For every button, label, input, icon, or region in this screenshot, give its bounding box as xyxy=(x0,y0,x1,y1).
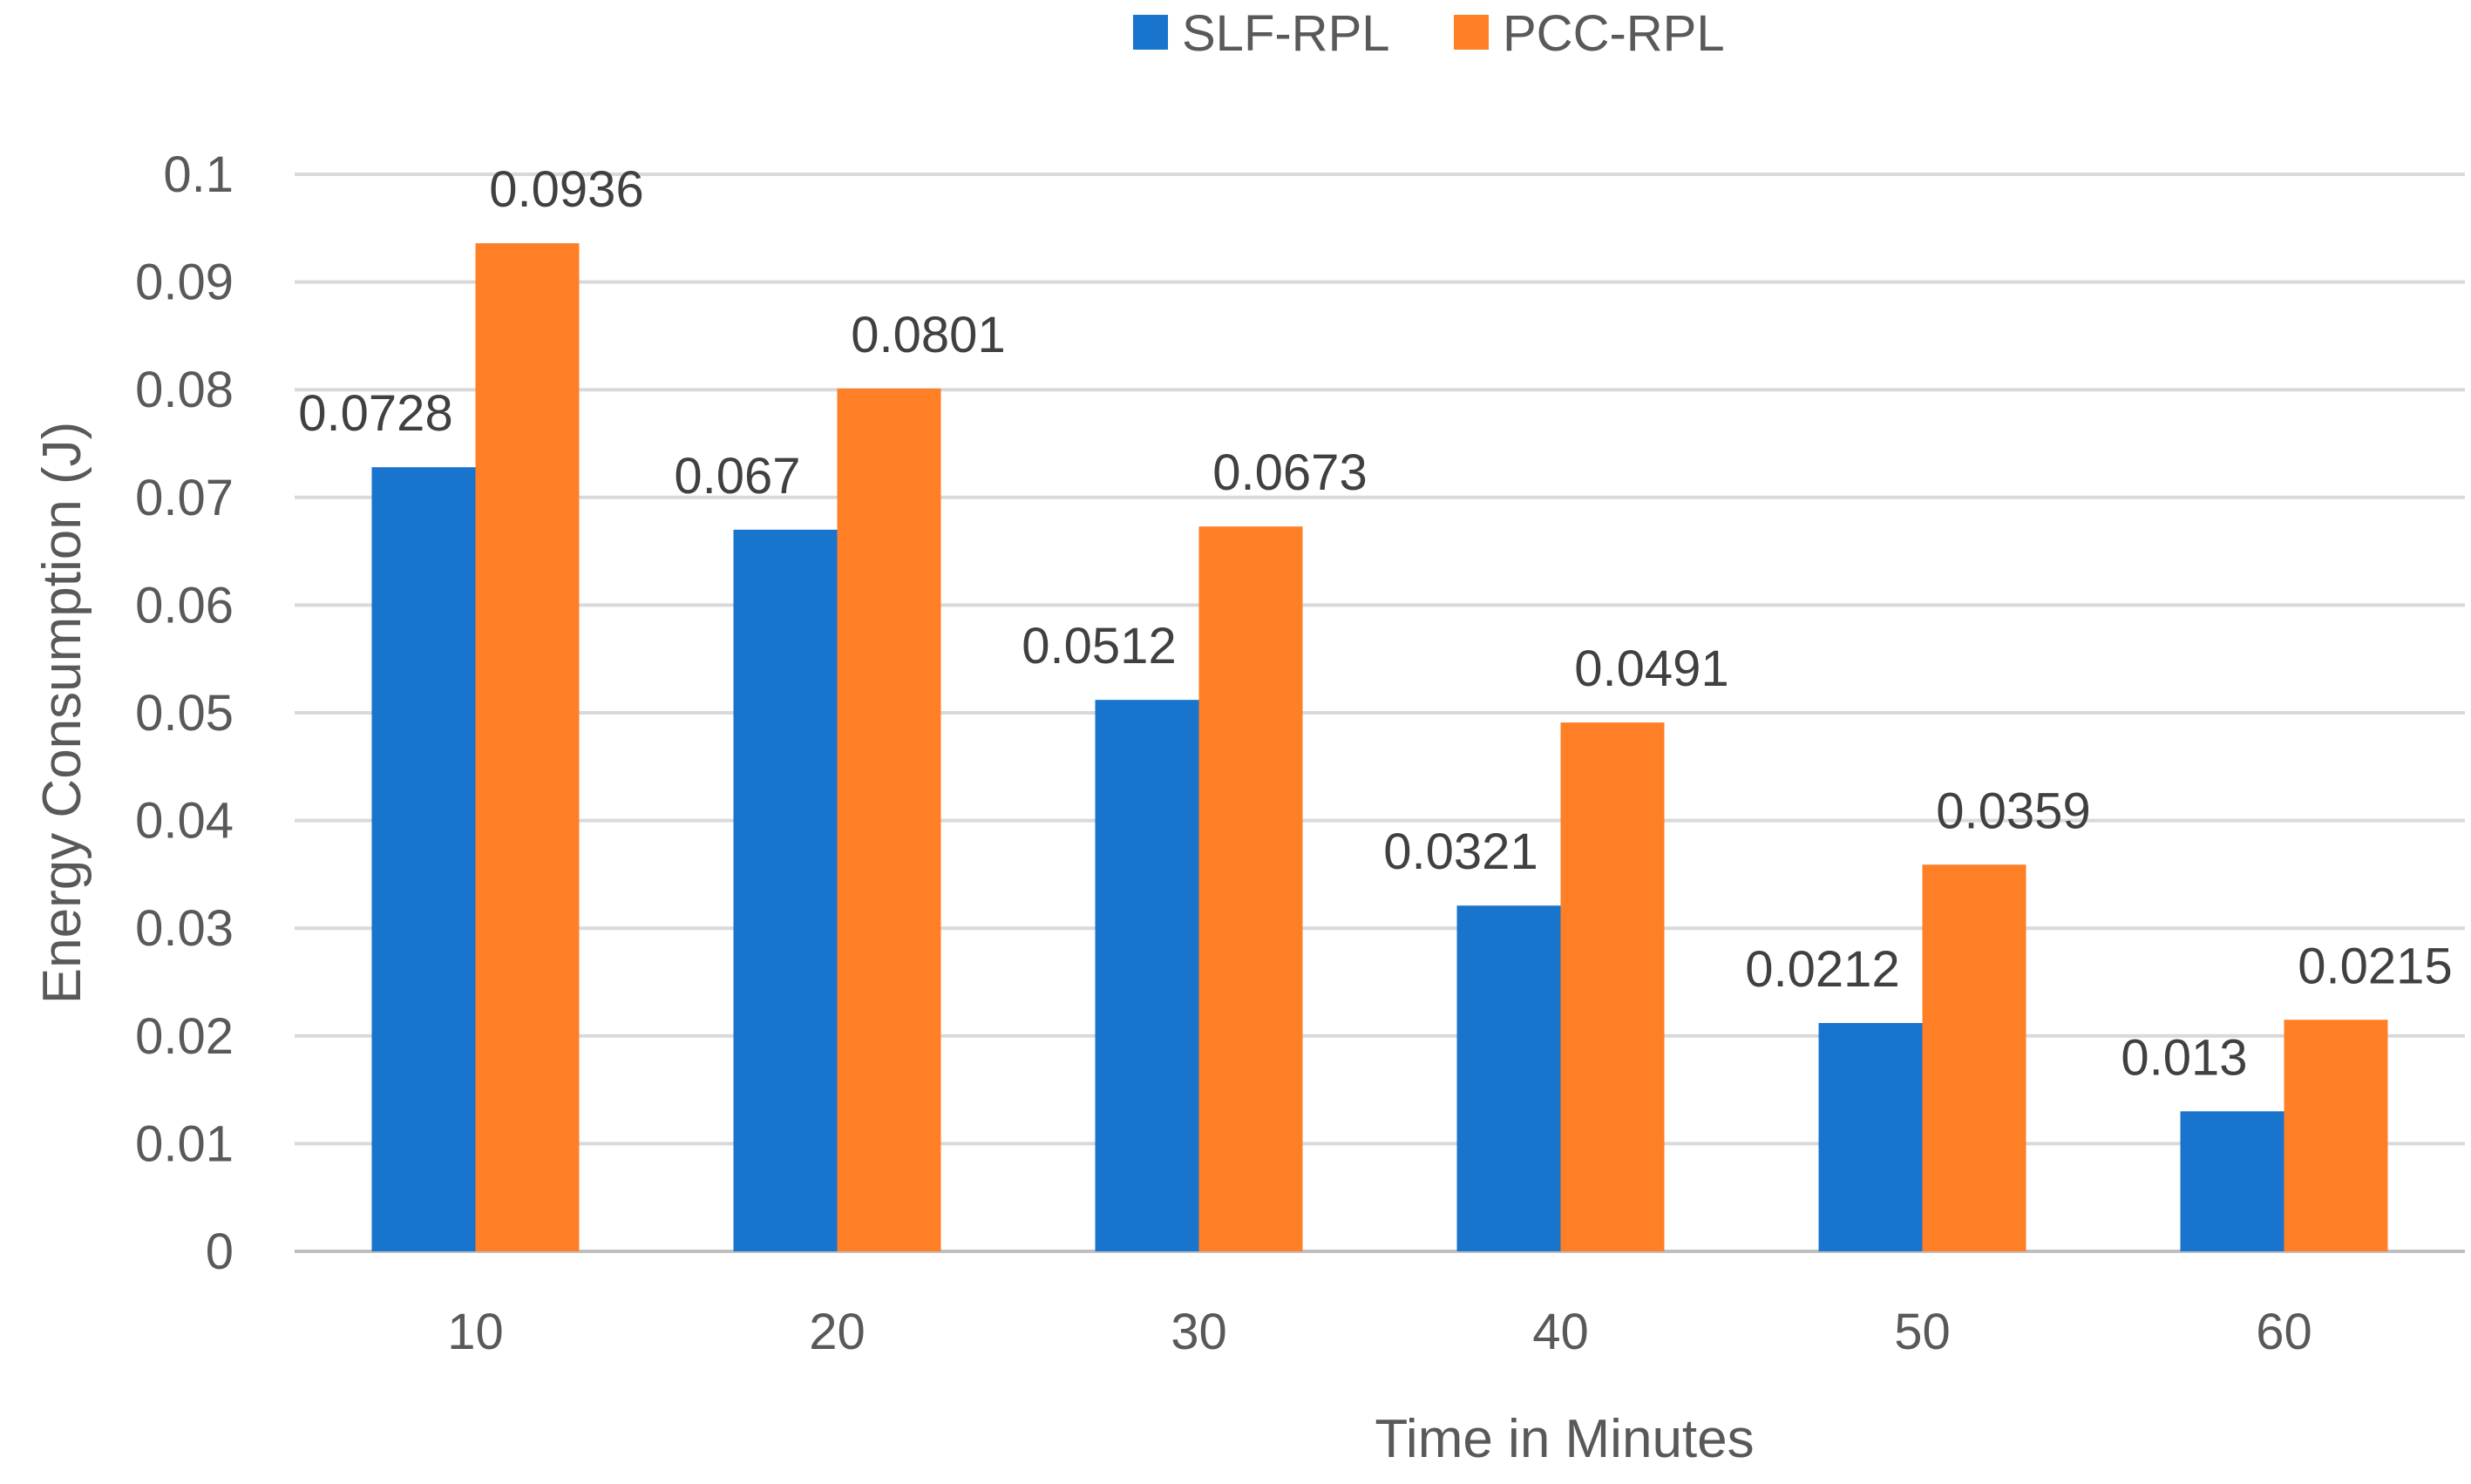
data-label-pcc-rpl-20: 0.0801 xyxy=(851,307,1005,363)
legend-label-pcc-rpl: PCC-RPL xyxy=(1503,5,1725,62)
y-tick-label: 0.01 xyxy=(135,1115,234,1172)
bar-slf-rpl-20 xyxy=(733,529,838,1251)
legend: SLF-RPL PCC-RPL xyxy=(1133,5,1725,62)
data-label-pcc-rpl-40: 0.0491 xyxy=(1574,640,1728,697)
x-tick-label: 10 xyxy=(447,1304,504,1360)
data-label-slf-rpl-60: 0.013 xyxy=(2121,1029,2247,1086)
data-label-pcc-rpl-60: 0.0215 xyxy=(2298,938,2452,994)
y-tick-label: 0.05 xyxy=(135,685,234,742)
data-label-slf-rpl-50: 0.0212 xyxy=(1745,941,1899,998)
legend-label-slf-rpl: SLF-RPL xyxy=(1182,5,1390,62)
bar-pcc-rpl-20 xyxy=(837,388,941,1251)
data-label-slf-rpl-10: 0.0728 xyxy=(298,385,452,442)
y-tick-label: 0.04 xyxy=(135,793,234,850)
data-label-slf-rpl-20: 0.067 xyxy=(674,448,800,505)
x-tick-label: 40 xyxy=(1532,1304,1589,1360)
bar-pcc-rpl-40 xyxy=(1560,722,1665,1251)
gridlines xyxy=(295,173,2465,1253)
y-tick-label: 0 xyxy=(206,1223,234,1280)
bar-pcc-rpl-10 xyxy=(475,243,580,1251)
bar-slf-rpl-40 xyxy=(1456,905,1561,1251)
y-tick-label: 0.07 xyxy=(135,470,234,526)
y-tick-label: 0.03 xyxy=(135,900,234,957)
bar-pcc-rpl-50 xyxy=(1922,864,2026,1251)
y-tick-label: 0.02 xyxy=(135,1008,234,1065)
x-axis-title: Time in Minutes xyxy=(1375,1409,1754,1469)
data-label-slf-rpl-40: 0.0321 xyxy=(1383,823,1538,880)
bar-pcc-rpl-30 xyxy=(1198,526,1303,1251)
y-axis-ticks: 0 0.01 0.02 0.03 0.04 0.05 0.06 0.07 0.08 0.09 0.1 xyxy=(135,146,234,1280)
y-tick-label: 0.08 xyxy=(135,362,234,418)
x-axis-ticks: 10 20 30 40 50 60 xyxy=(447,1304,2312,1360)
bar-pcc-rpl-60 xyxy=(2284,1020,2388,1251)
data-label-pcc-rpl-10: 0.0936 xyxy=(489,161,643,218)
legend-swatch-pcc-rpl xyxy=(1454,15,1489,50)
legend-swatch-slf-rpl xyxy=(1133,15,1168,50)
data-label-slf-rpl-30: 0.0512 xyxy=(1022,618,1176,674)
bars xyxy=(371,243,2388,1251)
y-tick-label: 0.09 xyxy=(135,254,234,311)
y-tick-label: 0.06 xyxy=(135,577,234,634)
x-tick-label: 60 xyxy=(2256,1304,2312,1360)
data-label-pcc-rpl-50: 0.0359 xyxy=(1936,783,2090,839)
bar-slf-rpl-60 xyxy=(2180,1111,2284,1251)
bar-slf-rpl-10 xyxy=(371,467,476,1251)
data-labels: 0.0728 0.0936 0.067 0.0801 0.0512 0.0673 0.032… xyxy=(298,161,2452,1086)
y-axis-title: Energy Consumption (J) xyxy=(32,422,92,1005)
bar-slf-rpl-30 xyxy=(1095,700,1199,1251)
x-tick-label: 20 xyxy=(809,1304,866,1360)
x-tick-label: 30 xyxy=(1171,1304,1227,1360)
x-tick-label: 50 xyxy=(1894,1304,1951,1360)
data-label-pcc-rpl-30: 0.0673 xyxy=(1212,444,1367,501)
y-tick-label: 0.1 xyxy=(163,146,234,203)
bar-slf-rpl-50 xyxy=(1818,1022,1923,1251)
